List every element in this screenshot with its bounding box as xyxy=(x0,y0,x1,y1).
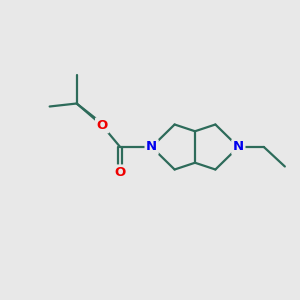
Text: N: N xyxy=(146,140,157,154)
Text: O: O xyxy=(115,166,126,179)
Text: O: O xyxy=(97,119,108,132)
Text: N: N xyxy=(233,140,244,154)
